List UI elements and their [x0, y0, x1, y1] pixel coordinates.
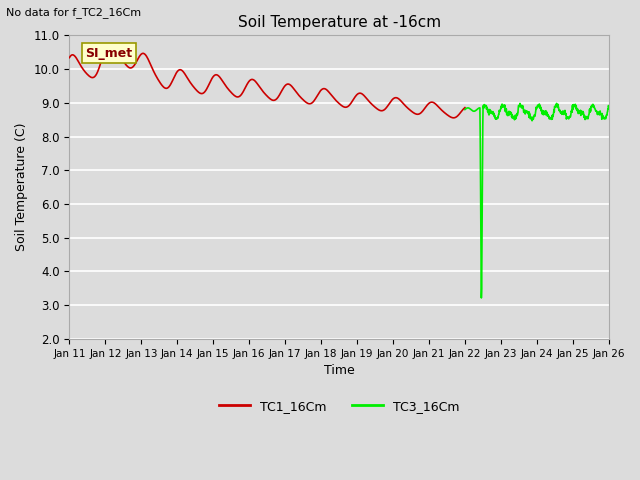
Title: Soil Temperature at -16cm: Soil Temperature at -16cm: [237, 15, 440, 30]
Legend: TC1_16Cm, TC3_16Cm: TC1_16Cm, TC3_16Cm: [214, 395, 465, 418]
Text: SI_met: SI_met: [86, 47, 132, 60]
Y-axis label: Soil Temperature (C): Soil Temperature (C): [15, 123, 28, 252]
Text: No data for f_TC2_16Cm: No data for f_TC2_16Cm: [6, 7, 141, 18]
X-axis label: Time: Time: [324, 364, 355, 377]
